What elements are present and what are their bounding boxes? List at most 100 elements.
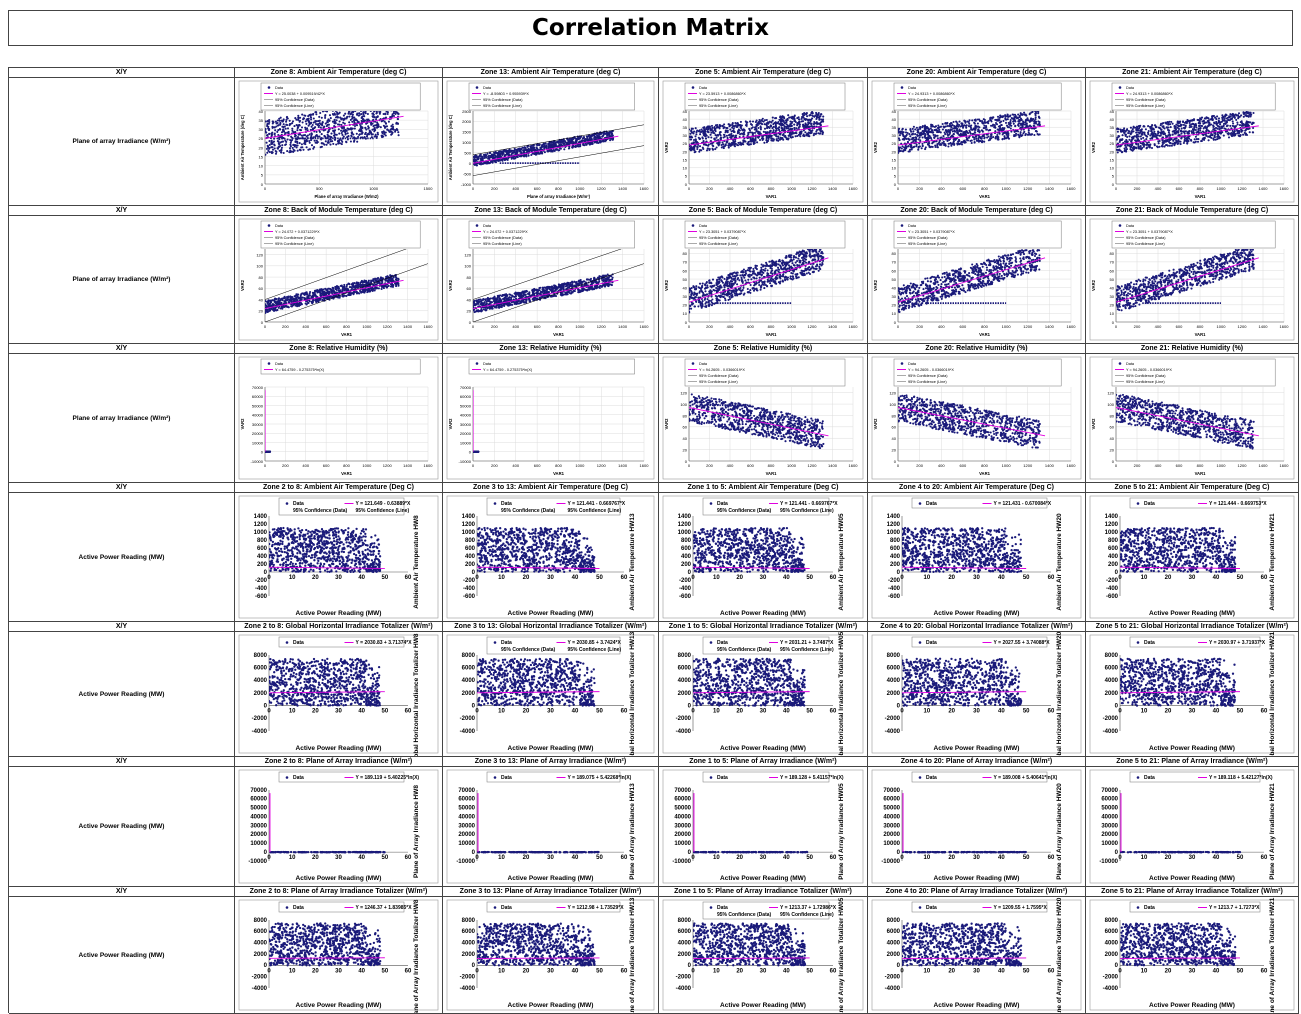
- x-tick-label: 400: [1155, 186, 1162, 191]
- data-point: [333, 125, 335, 127]
- data-point: [1132, 147, 1134, 149]
- data-point: [974, 141, 976, 143]
- x-tick-label: 1400: [1259, 186, 1269, 191]
- data-point: [1177, 142, 1179, 144]
- data-point: [323, 129, 325, 131]
- y-tick-label: 10: [892, 166, 897, 171]
- data-point: [913, 126, 915, 128]
- data-point: [278, 118, 280, 120]
- y-tick-label: 80: [259, 275, 264, 280]
- data-point: [998, 125, 1000, 127]
- data-point: [369, 131, 371, 133]
- data-point: [702, 133, 704, 135]
- data-point: [313, 146, 315, 148]
- data-point: [726, 141, 728, 143]
- data-point: [1180, 133, 1182, 135]
- data-point: [912, 128, 914, 130]
- y-tick-label: 40: [1110, 117, 1115, 122]
- data-point: [1156, 145, 1158, 147]
- data-point: [287, 127, 289, 129]
- data-point: [776, 122, 778, 124]
- data-point: [266, 148, 268, 150]
- data-point: [609, 139, 611, 141]
- data-point: [925, 127, 927, 129]
- data-point: [984, 121, 986, 123]
- data-point: [990, 137, 992, 139]
- data-point: [1214, 116, 1216, 118]
- data-point: [899, 139, 901, 141]
- data-point: [530, 145, 532, 147]
- data-point: [1211, 117, 1213, 119]
- data-point: [731, 137, 733, 139]
- data-point: [514, 148, 516, 150]
- data-point: [768, 127, 770, 129]
- data-point: [981, 138, 983, 140]
- data-point: [1008, 126, 1010, 128]
- data-point: [802, 124, 804, 126]
- data-point: [1207, 121, 1209, 123]
- data-point: [325, 140, 327, 142]
- data-point: [807, 119, 809, 121]
- data-point: [291, 128, 293, 130]
- data-point: [1235, 119, 1237, 121]
- data-point: [1190, 140, 1192, 142]
- legend-data-marker: [1119, 86, 1122, 89]
- data-point: [1129, 132, 1131, 134]
- data-point: [793, 117, 795, 119]
- data-point: [374, 116, 376, 118]
- data-point: [909, 149, 911, 151]
- data-point: [1170, 121, 1172, 123]
- data-point: [377, 116, 379, 118]
- data-point: [758, 123, 760, 125]
- data-point: [491, 156, 493, 158]
- data-point: [1013, 123, 1015, 125]
- data-point: [1188, 138, 1190, 140]
- data-point: [296, 129, 298, 131]
- x-variable-label: Plane of array Irradiance (W/m²): [9, 216, 235, 344]
- data-point: [909, 128, 911, 130]
- data-point: [277, 148, 279, 150]
- data-point: [778, 123, 780, 125]
- data-point: [365, 112, 367, 114]
- data-point: [1126, 136, 1128, 138]
- data-point: [1251, 123, 1253, 125]
- data-point: [268, 133, 270, 135]
- data-point: [774, 117, 776, 119]
- y-axis-label: VAR2: [1091, 141, 1096, 153]
- data-point: [1182, 120, 1184, 122]
- data-point: [267, 145, 269, 147]
- data-point: [1246, 134, 1248, 136]
- data-point: [696, 146, 698, 148]
- data-point: [719, 133, 721, 135]
- data-point: [728, 143, 730, 145]
- data-point: [1213, 122, 1215, 124]
- data-point: [1245, 125, 1247, 127]
- data-point: [809, 119, 811, 121]
- data-point: [756, 124, 758, 126]
- y-axis-label: Ambient Air Temperature (deg C): [448, 114, 453, 180]
- data-point: [312, 128, 314, 130]
- data-point: [297, 150, 299, 152]
- data-point: [710, 143, 712, 145]
- data-point: [770, 137, 772, 139]
- data-point: [978, 137, 980, 139]
- x-tick-label: 400: [302, 324, 309, 329]
- data-point: [321, 133, 323, 135]
- data-point: [282, 141, 284, 143]
- data-point: [373, 130, 375, 132]
- data-point: [702, 148, 704, 150]
- data-point: [336, 119, 338, 121]
- data-point: [953, 121, 955, 123]
- data-point: [1038, 123, 1040, 125]
- data-point: [1238, 112, 1240, 114]
- data-point: [1158, 142, 1160, 144]
- data-point: [1232, 120, 1234, 122]
- data-point: [816, 123, 818, 125]
- y-tick-label: 40: [683, 117, 688, 122]
- data-point: [1135, 143, 1137, 145]
- data-point: [308, 121, 310, 123]
